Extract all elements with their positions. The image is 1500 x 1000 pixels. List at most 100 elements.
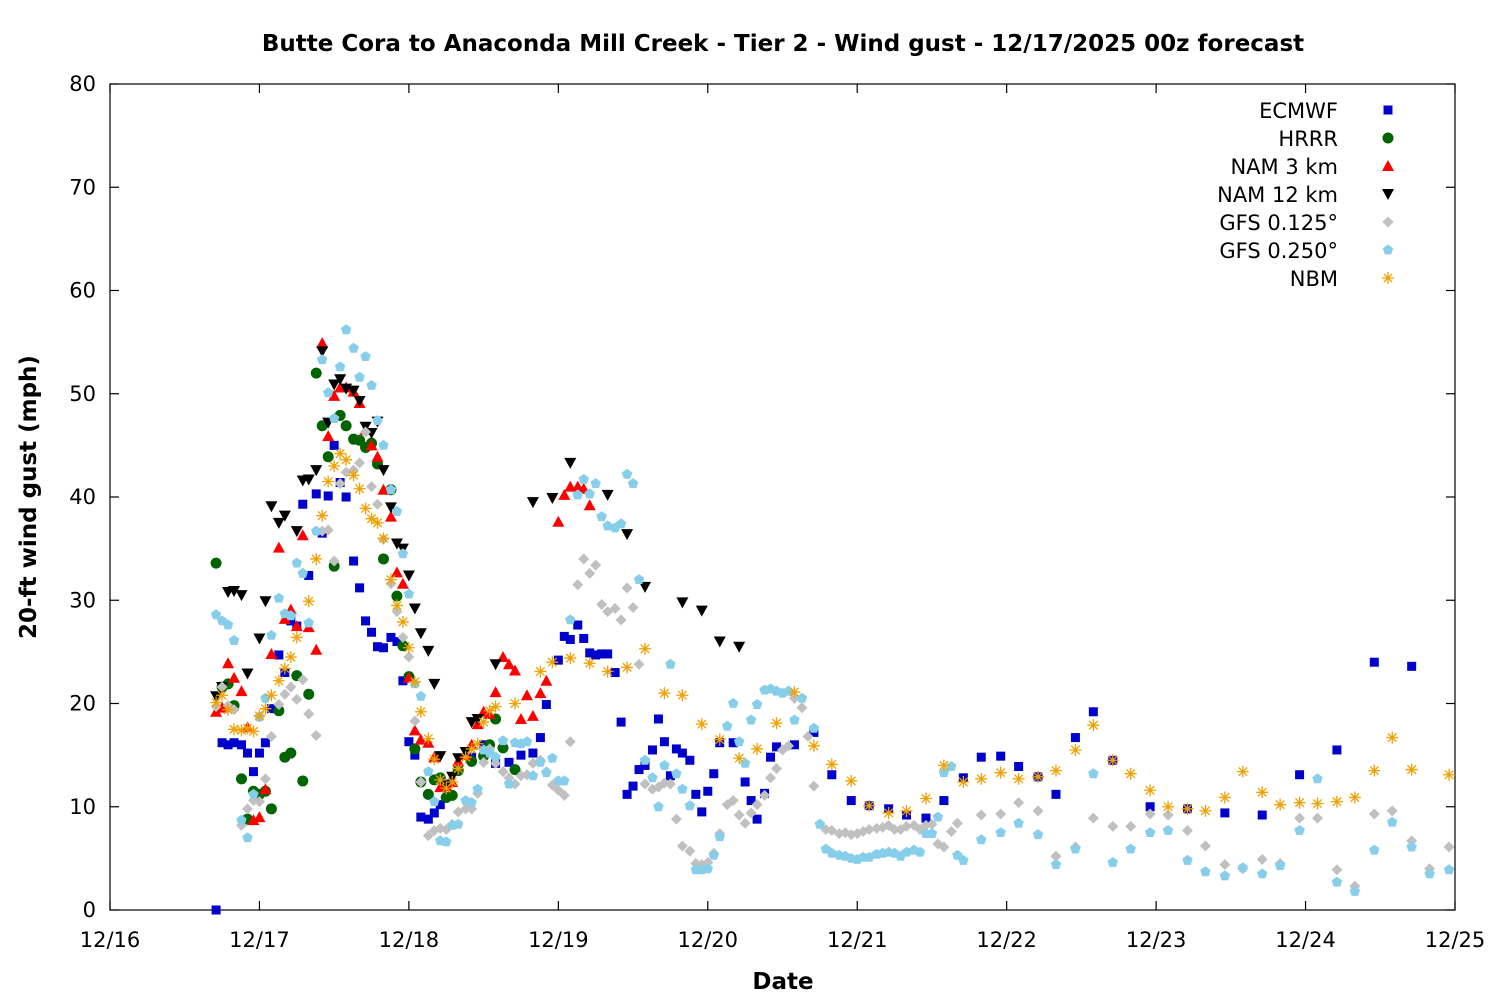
data-point [659,737,669,747]
data-point [901,820,913,832]
data-point [826,847,837,858]
data-point [1312,773,1323,784]
series-nam-3-km [210,337,596,826]
data-point [354,434,366,446]
x-tick-label: 12/21 [827,928,888,952]
data-point [322,524,334,536]
data-point [340,324,352,335]
data-point [1088,707,1098,717]
data-point [1181,802,1194,815]
data-point [975,809,987,821]
data-point [211,905,221,915]
data-point [279,688,291,700]
data-point [702,863,713,874]
data-point [597,649,607,659]
data-point [508,697,521,710]
data-point [503,658,516,670]
data-point [914,846,926,857]
data-point [771,763,783,775]
data-point [414,628,427,640]
x-axis: 12/16 12/17 12/18 12/19 12/20 12/21 12/22 12/23… [80,84,1485,952]
data-point [429,808,439,818]
data-point [228,635,240,645]
data-point [489,700,502,713]
data-point [676,840,688,852]
data-point [253,709,266,722]
data-point [422,788,434,800]
data-point [222,619,234,630]
data-point [408,724,421,736]
series-gfs-0-125 [210,426,1455,892]
data-point [677,783,688,794]
data-point [396,615,409,628]
data-point [713,636,726,648]
data-point [534,687,547,699]
data-point [290,620,303,632]
legend-label: NBM [1290,267,1338,291]
data-point [408,675,421,688]
data-point [939,796,949,806]
data-point [1199,840,1211,852]
data-point [1331,876,1343,887]
data-point [957,775,970,788]
data-point [745,807,757,819]
data-point [814,818,826,829]
data-point [1219,870,1231,881]
data-point [396,577,409,589]
data-point [1220,808,1230,818]
data-point [303,688,315,700]
data-point [236,773,248,785]
data-point [671,744,681,754]
data-point [722,720,733,731]
data-point [728,698,739,708]
data-point [386,632,396,642]
data-point [353,395,366,407]
data-point [766,752,776,762]
data-point [223,740,233,750]
data-point [627,601,639,613]
data-point [603,649,613,659]
data-point [528,748,538,758]
data-point [440,782,453,795]
data-point [284,651,297,664]
data-point [610,668,620,678]
data-point [322,475,335,488]
data-point [310,643,323,655]
data-point [273,699,285,711]
data-point [546,493,559,505]
data-point [1236,765,1249,778]
data-point [398,676,408,686]
data-point [302,595,315,608]
x-tick-label: 12/17 [229,928,290,952]
data-point [434,773,447,786]
data-point [541,700,551,710]
legend-marker [1383,105,1393,115]
data-point [397,631,409,643]
data-point [938,841,950,853]
data-point [1050,850,1062,862]
data-point [409,743,421,755]
data-point [310,552,323,565]
data-point [596,598,608,610]
data-point [733,752,746,765]
data-point [248,788,259,799]
data-point [377,483,390,495]
data-point [1013,797,1025,809]
data-point [665,771,675,781]
data-point [926,818,938,830]
data-point [583,657,596,670]
data-point [408,603,421,615]
data-point [1274,860,1286,871]
data-point [259,773,271,785]
y-tick-label: 40 [69,485,96,509]
data-point [1330,795,1343,808]
data-point [1199,804,1212,817]
legend-marker [1382,216,1394,228]
data-point [1087,812,1099,824]
data-point [210,557,222,569]
data-point [590,559,602,571]
data-point [290,631,303,644]
data-point [802,731,814,743]
data-point [428,753,441,766]
data-point [559,631,569,641]
